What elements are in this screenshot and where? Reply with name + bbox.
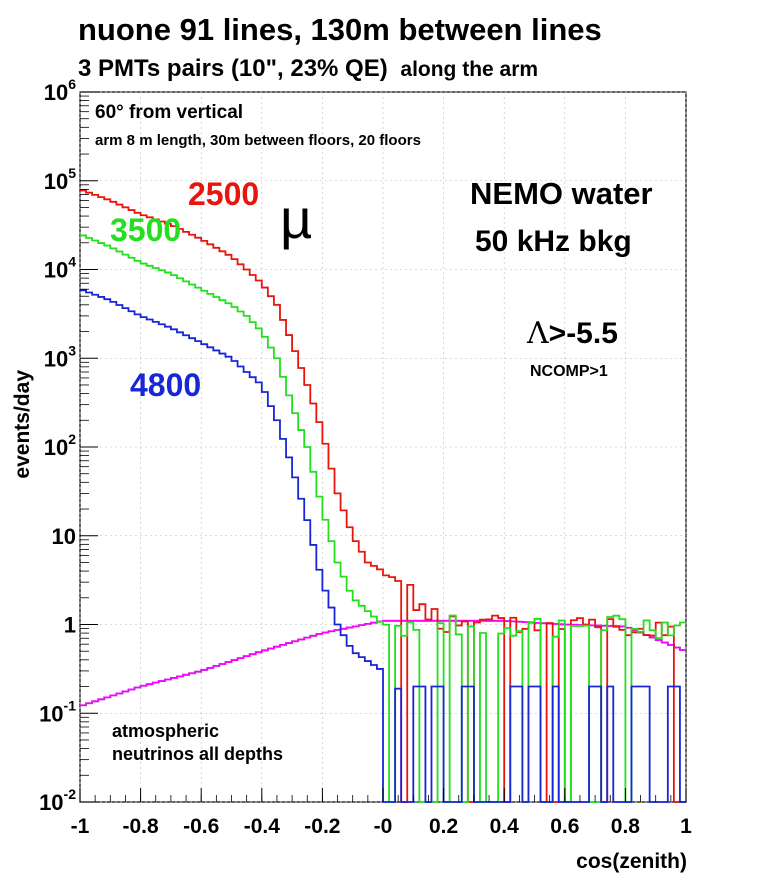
tick-layer: -1 -0.8 -0.6 -0.4 -0.2 -0 0.2 0.4 0.6 0.8 1 10-2 10-…	[39, 76, 692, 838]
y-tick-label: 106	[44, 76, 76, 105]
mu-symbol: µ	[280, 187, 312, 250]
y-tick-label: 10-2	[39, 786, 76, 815]
x-tick-label: -0.8	[123, 815, 160, 838]
chart-title: nuone 91 lines, 130m between lines	[78, 12, 602, 47]
arm-label: arm 8 m length, 30m between floors, 20 f…	[95, 132, 421, 149]
y-tick-label: 10	[52, 524, 76, 549]
x-tick-label: -0.2	[304, 815, 340, 838]
bkg-label: 50 kHz bkg	[475, 225, 632, 258]
chart-subtitle: 3 PMTs pairs (10", 23% QE) along the arm	[78, 55, 538, 82]
x-tick-label: 1	[680, 815, 692, 838]
atm-label-2: neutrinos all depths	[112, 744, 283, 764]
ncomp-label: NCOMP>1	[530, 363, 608, 380]
series-line-4800	[80, 289, 686, 803]
angle-label: 60° from vertical	[95, 102, 243, 123]
y-tick-label: 104	[44, 254, 76, 283]
y-tick-label: 103	[44, 342, 76, 371]
subtitle-part2: along the arm	[400, 58, 538, 81]
atm-label-1: atmospheric	[112, 721, 219, 741]
y-axis-label: events/day	[11, 370, 34, 479]
lambda-symbol: Λ	[526, 316, 549, 351]
x-tick-label: -1	[71, 815, 90, 838]
x-tick-label: -0.6	[183, 815, 219, 838]
x-tick-label: 0.4	[490, 815, 520, 838]
x-tick-label: 0.6	[550, 815, 579, 838]
y-tick-label: 10-1	[39, 697, 76, 726]
curve-label-2500: 2500	[188, 176, 259, 212]
y-tick-label: 1	[64, 613, 76, 638]
x-tick-label: 0.8	[611, 815, 641, 838]
y-tick-label: 102	[44, 431, 76, 460]
series-line-3500	[80, 234, 686, 803]
lambda-label: Λ>-5.5	[526, 316, 618, 351]
y-tick-label: 105	[44, 165, 76, 194]
x-tick-label: -0.4	[244, 815, 281, 838]
x-tick-label: -0	[374, 815, 393, 838]
curve-label-4800: 4800	[130, 367, 201, 403]
series-layer	[80, 189, 686, 803]
x-axis-label: cos(zenith)	[576, 850, 687, 873]
subtitle-part1: 3 PMTs pairs (10", 23% QE)	[78, 55, 388, 82]
x-tick-label: 0.2	[429, 815, 458, 838]
water-label: NEMO water	[470, 176, 653, 211]
curve-label-3500: 3500	[110, 212, 181, 248]
series-line-2500	[80, 189, 686, 803]
lambda-value: >-5.5	[549, 317, 618, 350]
